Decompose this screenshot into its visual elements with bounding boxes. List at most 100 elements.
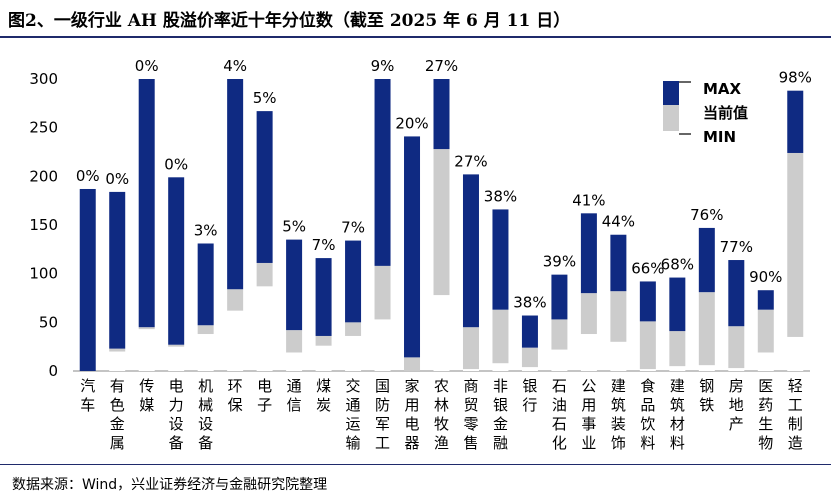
y-tick-label: 50 — [39, 313, 58, 331]
bar-max-segment — [286, 239, 303, 331]
y-tick-label: 100 — [29, 265, 58, 283]
category-label: 石油石化 — [552, 377, 567, 452]
y-tick-label: 200 — [29, 167, 58, 185]
percentile-label: 9% — [371, 57, 395, 75]
bar-max-segment — [728, 260, 745, 327]
bar-current-segment — [168, 344, 185, 347]
percentile-label: 66% — [631, 259, 664, 277]
category-label: 汽车 — [80, 377, 95, 414]
bar-current-segment — [227, 289, 244, 311]
bar-min-segment — [227, 310, 244, 371]
bar-min-segment — [580, 334, 597, 371]
bar-current-segment — [374, 265, 391, 320]
source-note: 数据来源：Wind，兴业证券经济与金融研究院整理 — [12, 477, 328, 493]
percentile-label: 0% — [76, 167, 100, 185]
y-tick-label: 250 — [29, 119, 58, 137]
bar-min-segment — [757, 352, 774, 371]
bar-max-segment — [787, 90, 804, 153]
percentile-label: 98% — [779, 69, 812, 87]
category-label: 农林牧渔 — [434, 377, 449, 452]
category-label: 电子 — [257, 377, 272, 414]
y-tick-label: 0 — [48, 362, 58, 380]
percentile-label: 5% — [282, 218, 306, 236]
bar-max-segment — [521, 315, 538, 348]
bar-current-segment — [728, 326, 745, 369]
percentile-label: 4% — [223, 57, 247, 75]
chart-title: 图2、一级行业 AH 股溢价率近十年分位数（截至 2025 年 6 月 11 日… — [8, 11, 571, 31]
bar-max-segment — [109, 191, 126, 349]
percentile-label: 68% — [661, 256, 694, 274]
bar-min-segment — [698, 365, 715, 371]
bar-min-segment — [728, 368, 745, 371]
bar-min-segment — [639, 369, 656, 371]
bar-current-segment — [462, 327, 479, 370]
category-label: 有色金属 — [110, 377, 125, 452]
category-label: 建筑材料 — [670, 377, 685, 452]
bar-min-segment — [168, 346, 185, 371]
bar-max-segment — [698, 227, 715, 293]
category-label: 钢铁 — [699, 377, 714, 414]
bar-min-segment — [433, 295, 450, 371]
bar-max-segment — [433, 79, 450, 150]
bar-min-segment — [492, 363, 509, 371]
category-label: 煤炭 — [316, 377, 331, 414]
bar-max-segment — [757, 290, 774, 310]
y-tick-label: 300 — [29, 70, 58, 88]
legend-min-label: MIN — [703, 128, 736, 146]
category-label: 家用电器 — [405, 377, 420, 452]
percentile-label: 5% — [253, 89, 277, 107]
bar-min-segment — [521, 367, 538, 371]
category-label: 环保 — [228, 377, 243, 414]
percentile-label: 7% — [312, 236, 336, 254]
chart-bars — [79, 79, 804, 371]
bar-max-segment — [492, 209, 509, 310]
percentile-label: 41% — [572, 191, 605, 209]
bar-current-segment — [433, 149, 450, 296]
bar-current-segment — [138, 327, 155, 330]
bar-max-segment — [227, 79, 244, 290]
bar-max-segment — [404, 136, 421, 358]
legend-max-label: MAX — [703, 80, 742, 98]
bar-current-segment — [404, 357, 421, 371]
bar-chart: 0 50 100 150 200 250 300 0% 汽车 0% 有色金属 0% 传媒 0% 电力设备 3… — [29, 57, 812, 452]
chart-labels: 0% 汽车 0% 有色金属 0% 传媒 0% 电力设备 3% 机械设备 4% 环保 5% 电子 5% 通信 7%… — [76, 57, 812, 452]
percentile-label: 39% — [543, 253, 576, 271]
bar-max-segment — [315, 258, 332, 336]
category-label: 商贸零售 — [463, 377, 478, 452]
bar-current-segment — [610, 291, 627, 342]
category-label: 机械设备 — [198, 377, 213, 452]
bar-current-segment — [580, 293, 597, 335]
y-tick-label: 150 — [29, 216, 58, 234]
bar-max-segment — [79, 188, 96, 371]
percentile-label: 77% — [720, 238, 753, 256]
percentile-label: 0% — [105, 170, 129, 188]
category-label: 医药生物 — [758, 377, 773, 452]
category-label: 银行 — [522, 377, 537, 414]
bar-min-segment — [462, 369, 479, 371]
bar-min-segment — [551, 349, 568, 371]
bar-current-segment — [492, 309, 509, 364]
legend-max-swatch — [663, 81, 679, 105]
bar-max-segment — [610, 234, 627, 292]
percentile-label: 20% — [395, 114, 428, 132]
category-label: 通信 — [287, 377, 302, 414]
category-label: 交通运输 — [346, 377, 361, 452]
category-label: 轻工制造 — [788, 377, 803, 452]
bar-current-segment — [286, 330, 303, 353]
percentile-label: 44% — [602, 213, 635, 231]
source-divider — [0, 464, 831, 465]
percentile-label: 27% — [425, 57, 458, 75]
bar-min-segment — [197, 334, 214, 371]
bar-min-segment — [610, 341, 627, 371]
bar-min-segment — [787, 336, 804, 371]
bar-max-segment — [669, 277, 686, 332]
bar-max-segment — [374, 79, 391, 266]
bar-min-segment — [345, 335, 362, 371]
percentile-label: 38% — [484, 187, 517, 205]
percentile-label: 0% — [164, 155, 188, 173]
bar-max-segment — [580, 213, 597, 294]
category-label: 公用事业 — [581, 377, 596, 452]
category-label: 国防军工 — [375, 377, 390, 452]
bar-min-segment — [286, 352, 303, 371]
bar-max-segment — [462, 174, 479, 328]
